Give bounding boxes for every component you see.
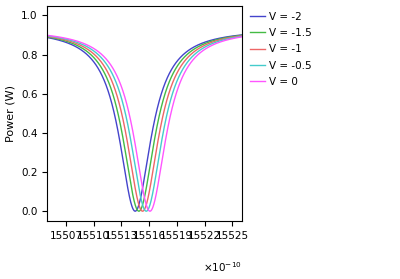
V = 0 [80,41,85,45]
V = -0.5 [80,43,85,46]
V = -0.5 [205,44,210,48]
V = -1 [190,52,195,55]
V = -0.5 [144,210,149,213]
V = -1 [162,110,166,114]
V = -2 [119,149,124,153]
Text: $\times10^{-10}$: $\times10^{-10}$ [203,260,242,273]
V = 0 [239,35,244,39]
V = -0.5 [190,55,195,58]
V = -2 [171,64,176,68]
V = -1.5 [190,49,195,52]
Line: V = 0: V = 0 [47,35,242,211]
V = -2 [190,46,195,50]
Legend: V = -2, V = -1.5, V = -1, V = -0.5, V = 0: V = -2, V = -1.5, V = -1, V = -0.5, V = … [249,11,313,88]
Line: V = -0.5: V = -0.5 [47,36,242,211]
V = -0.5 [239,35,244,38]
V = -1.5 [239,34,244,37]
V = 0 [162,148,166,151]
V = -1 [140,210,145,213]
V = -2 [162,85,166,88]
V = -2 [133,210,138,213]
V = -1.5 [119,129,124,132]
V = -1 [171,78,176,82]
V = -1 [239,34,244,37]
V = -2 [45,36,50,39]
V = -0.5 [162,128,166,131]
V = -1 [205,42,210,46]
V = 0 [171,101,176,104]
V = 0 [45,34,50,37]
V = -2 [239,33,244,37]
V = -1.5 [136,210,141,213]
V = -1.5 [162,96,166,99]
Line: V = -2: V = -2 [47,35,242,211]
V = -1.5 [205,41,210,44]
V = -1.5 [171,71,176,74]
V = -2 [205,40,210,43]
V = -2 [80,49,85,53]
V = -1 [80,45,85,48]
V = -1.5 [80,47,85,50]
V = 0 [119,85,124,89]
V = -1.5 [45,35,50,39]
V = -1 [119,111,124,114]
V = -0.5 [45,34,50,37]
V = 0 [205,46,210,50]
V = -0.5 [119,97,124,100]
V = -1 [45,35,50,38]
Line: V = -1: V = -1 [47,36,242,211]
V = 0 [190,59,195,62]
V = 0 [148,210,152,213]
V = -0.5 [171,88,176,92]
Y-axis label: Power (W): Power (W) [6,85,16,142]
Line: V = -1.5: V = -1.5 [47,35,242,211]
